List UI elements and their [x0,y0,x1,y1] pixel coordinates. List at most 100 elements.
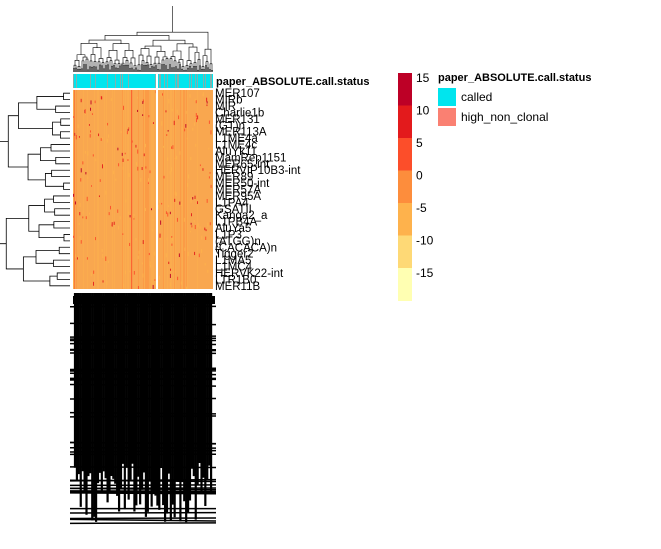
color-scale-tick: -15 [416,266,434,280]
heatmap-column-tint [184,90,185,289]
heatmap-cell [139,251,140,254]
annotation-title: paper_ABSOLUTE.call.status [216,76,369,88]
column-label-cluster [73,296,215,304]
heatmap-cell [167,238,168,241]
heatmap-cell [87,197,88,201]
annotation-cell-high-non-clonal [115,74,116,88]
heatmap-cell [176,192,177,196]
column-label-overlap [70,518,216,519]
annotation-cell-high-non-clonal [73,74,74,88]
heatmap-cell [125,271,126,275]
heatmap-cell [142,263,143,265]
column-dendrogram-branch [212,70,213,72]
heatmap-cell [95,158,96,161]
heatmap-cell [80,236,81,240]
column-dendrogram-branch [81,43,97,54]
heatmap-cell [209,176,210,178]
heatmap-cell [159,276,160,280]
heatmap-cell [142,274,143,278]
column-dendrogram-branch [139,55,143,65]
heatmap-cell [150,261,151,265]
heatmap-cell [204,228,205,231]
heatmap-cell [153,122,154,124]
heatmap-cell [166,211,167,214]
heatmap-cell [161,93,162,96]
row-dendrogram-branch [40,148,55,161]
annotation-legend-label: high_non_clonal [461,110,548,124]
heatmap-column-tint [112,90,113,289]
heatmap-cell [154,252,155,256]
column-dendrogram-branch [112,66,113,72]
heatmap-cell [178,115,179,119]
heatmap-cell [185,124,186,128]
column-dendrogram-branch [208,68,209,72]
heatmap-cell [177,277,178,280]
heatmap-cell [142,167,143,170]
heatmap-cell [93,271,94,274]
heatmap-cell [99,195,100,197]
heatmap-column-tint [128,90,129,289]
heatmap-cell [179,253,180,257]
column-dendrogram-branch [130,63,132,69]
annotation-cell-high-non-clonal [178,74,179,88]
heatmap-cell [145,166,146,168]
heatmap-cell [89,213,90,215]
heatmap-column-tint [76,90,77,289]
row-dendrogram-branch [53,260,70,266]
heatmap-cell [102,137,103,139]
heatmap-cell [164,176,165,179]
annotation-cell-high-non-clonal [160,74,161,88]
heatmap-cell [174,121,175,125]
column-dendrogram-branch [204,69,205,72]
heatmap-cell [191,223,192,225]
heatmap-column-tint [187,90,188,289]
heatmap-cell [175,191,176,195]
annotation-legend-title: paper_ABSOLUTE.call.status [438,72,591,84]
heatmap-cell [123,284,124,288]
heatmap-cell [136,145,137,148]
annotation-cell-high-non-clonal [107,74,108,88]
heatmap-cell [145,144,146,147]
heatmap-cell [212,140,213,142]
column-dendrogram-branch [190,66,191,72]
heatmap-cell [95,237,96,240]
heatmap-column-tint [146,90,147,289]
column-dendrogram-branch [148,65,149,72]
heatmap-cell [111,98,112,101]
row-dendrogram-branch [64,183,70,189]
heatmap-cell [152,229,153,231]
heatmap-cell [85,109,86,113]
heatmap-cell [187,183,188,187]
heatmap-cell [138,286,139,289]
annotation-cell-high-non-clonal [128,74,129,88]
heatmap-cell [168,205,169,207]
heatmap-cell [144,153,145,156]
heatmap-cell [128,129,129,131]
heatmap-cell [167,213,168,217]
column-dendrogram-branch [152,67,153,72]
heatmap-cell [182,127,183,131]
heatmap-cell [195,225,196,229]
heatmap-cell [162,93,163,95]
row-dendrogram-branch [64,93,70,99]
column-dendrogram-branch [116,68,117,72]
heatmap-cell [205,263,206,265]
color-scale-tick: 15 [416,71,430,85]
heatmap-cell [120,216,121,219]
heatmap-cell [190,231,191,233]
heatmap-cell [161,203,162,205]
column-dendrogram-branch [78,66,80,69]
column-dendrogram-branch [184,70,185,72]
heatmap-cell [125,153,126,155]
column-dendrogram-branch [147,56,151,64]
heatmap-cell [171,167,172,171]
heatmap-cell [76,135,77,139]
heatmap-cell-streak [131,90,132,289]
column-dendrogram-branch [177,44,193,51]
column-dendrogram-branch [153,40,185,46]
heatmap-cell [93,154,94,156]
column-dendrogram-branch [182,69,183,72]
column-dendrogram-branch [144,65,145,72]
heatmap-cell [179,202,180,205]
